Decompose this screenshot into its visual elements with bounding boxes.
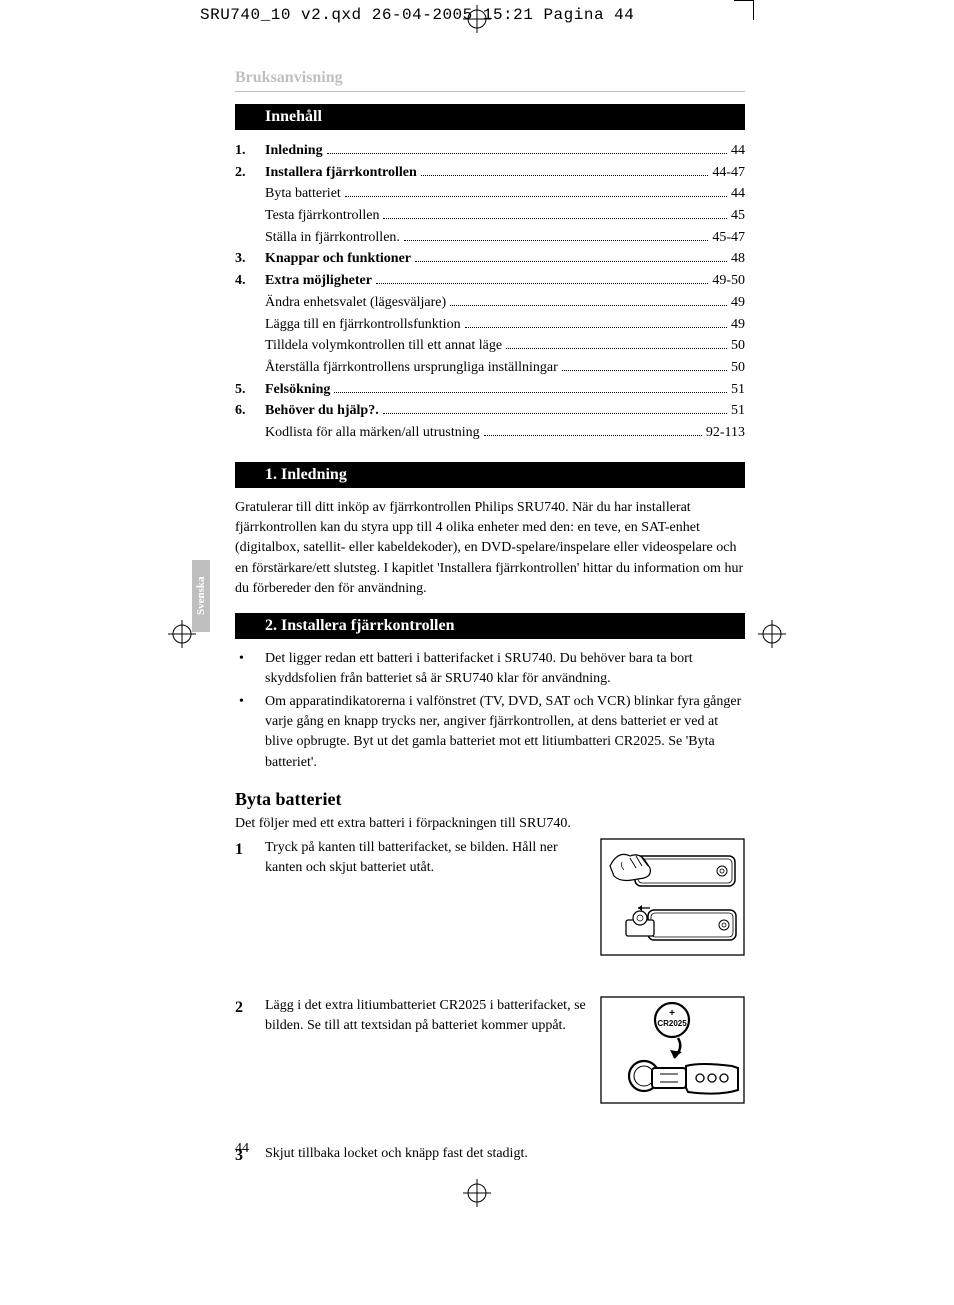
toc-leader-dots [404,240,708,241]
toc-page: 45 [731,205,745,227]
toc-title: Installera fjärrkontrollen [265,162,417,184]
bullet-item: •Om apparatindikatorerna i valfönstret (… [235,692,745,773]
toc-leader-dots [327,153,727,154]
toc-title: Knappar och funktioner [265,248,411,270]
toc-title: Testa fjärrkontrollen [265,205,379,227]
toc-page: 48 [731,248,745,270]
registration-mark-bottom [463,1179,491,1207]
toc-row: 3.Knappar och funktioner 48 [235,248,745,270]
battery-label: CR2025 [657,1019,687,1028]
toc-row: Ändra enhetsvalet (lägesväljare) 49 [235,292,745,314]
toc-number: 5. [235,379,265,401]
install-bullet-list: •Det ligger redan ett batteri i batterif… [235,649,745,773]
bullet-icon: • [235,649,265,690]
bullet-text: Om apparatindikatorerna i valfönstret (T… [265,692,745,773]
intro-header-bar: 1. Inledning [235,462,745,488]
toc-page: 44-47 [712,162,745,184]
toc-page: 51 [731,400,745,422]
toc-row: Ställa in fjärrkontrollen. 45-47 [235,227,745,249]
swap-intro-text: Det följer med ett extra batteri i förpa… [235,814,745,834]
toc-title: Extra möjligheter [265,270,372,292]
step-row: 2 Lägg i det extra litiumbatteriet CR202… [235,996,745,1104]
toc-row: Kodlista för alla märken/all utrustning 9… [235,422,745,444]
toc-leader-dots [506,348,727,349]
toc-title: Byta batteriet [265,183,341,205]
toc-number: 2. [235,162,265,184]
toc-row: 2.Installera fjärrkontrollen 44-47 [235,162,745,184]
toc-leader-dots [562,370,727,371]
toc-page: 44 [731,140,745,162]
toc-page: 49 [731,292,745,314]
step-row: 1 Tryck på kanten till batterifacket, se… [235,838,745,956]
toc-page: 51 [731,379,745,401]
toc-leader-dots [465,327,727,328]
step-number: 2 [235,996,265,1104]
toc-row: Testa fjärrkontrollen 45 [235,205,745,227]
toc-row: Byta batteriet 44 [235,183,745,205]
toc-leader-dots [450,305,727,306]
bullet-item: •Det ligger redan ett batteri i batterif… [235,649,745,690]
toc-number: 1. [235,140,265,162]
page-number: 44 [235,1141,249,1157]
crop-mark [734,0,754,20]
toc-leader-dots [376,283,708,284]
registration-mark-top [463,5,491,33]
toc-row: 5.Felsökning 51 [235,379,745,401]
toc-leader-dots [345,196,727,197]
toc-title: Kodlista för alla märken/all utrustning [265,422,480,444]
language-tab: Svenska [192,560,210,632]
toc-leader-dots [421,175,709,176]
section-label: Bruksanvisning [235,69,745,92]
step2-illustration: + CR2025 [600,996,745,1104]
toc-title: Inledning [265,140,323,162]
step-number: 1 [235,838,265,956]
toc-number: 3. [235,248,265,270]
toc-page: 92-113 [706,422,745,444]
bullet-icon: • [235,692,265,773]
toc-row: Lägga till en fjärrkontrollsfunktion 49 [235,314,745,336]
toc-leader-dots [383,218,727,219]
toc-row: Tilldela volymkontrollen till ett annat … [235,335,745,357]
bullet-text: Det ligger redan ett batteri i batterifa… [265,649,745,690]
toc-title: Ställa in fjärrkontrollen. [265,227,400,249]
install-header-bar: 2. Installera fjärrkontrollen [235,613,745,639]
step-text: Lägg i det extra litiumbatteriet CR2025 … [265,996,600,1104]
toc-page: 50 [731,357,745,379]
svg-text:+: + [669,1008,675,1019]
toc-title: Behöver du hjälp?. [265,400,379,422]
toc-title: Tilldela volymkontrollen till ett annat … [265,335,502,357]
toc-number: 4. [235,270,265,292]
toc-title: Ändra enhetsvalet (lägesväljare) [265,292,446,314]
toc-row: 1.Inledning 44 [235,140,745,162]
toc-leader-dots [334,392,727,393]
toc-page: 49-50 [712,270,745,292]
toc-row: Återställa fjärrkontrollens ursprungliga… [235,357,745,379]
toc-leader-dots [383,413,727,414]
toc-leader-dots [415,261,727,262]
toc-row: 6.Behöver du hjälp?. 51 [235,400,745,422]
toc-number: 6. [235,400,265,422]
swap-battery-heading: Byta batteriet [235,789,745,810]
toc-header-bar: Innehåll [235,104,745,130]
toc-page: 44 [731,183,745,205]
toc-leader-dots [484,435,702,436]
table-of-contents: 1.Inledning442.Installera fjärrkontrolle… [235,140,745,444]
toc-page: 50 [731,335,745,357]
toc-page: 45-47 [712,227,745,249]
toc-title: Återställa fjärrkontrollens ursprungliga… [265,357,558,379]
step1-illustration [600,838,745,956]
toc-page: 49 [731,314,745,336]
toc-row: 4.Extra möjligheter 49-50 [235,270,745,292]
step-text: Tryck på kanten till batterifacket, se b… [265,838,600,956]
toc-title: Lägga till en fjärrkontrollsfunktion [265,314,461,336]
step-text: Skjut tillbaka locket och knäpp fast det… [265,1144,600,1167]
toc-title: Felsökning [265,379,330,401]
step-row: 3 Skjut tillbaka locket och knäpp fast d… [235,1144,745,1167]
registration-mark-right [758,620,786,648]
intro-paragraph: Gratulerar till ditt inköp av fjärrkontr… [235,498,745,599]
